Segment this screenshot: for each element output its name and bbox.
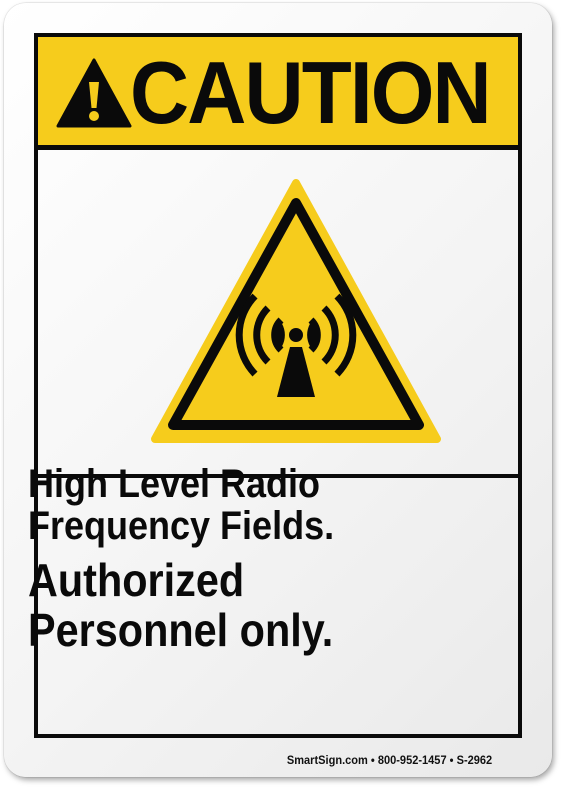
message-line-1: High Level Radio bbox=[28, 462, 321, 506]
symbol-panel bbox=[38, 150, 518, 478]
caution-header: CAUTION bbox=[38, 37, 518, 150]
message-line-3: Authorized bbox=[28, 554, 245, 606]
sign-frame: CAUTION bbox=[34, 33, 522, 738]
sign-message: High Level Radio Frequency Fields. Autho… bbox=[28, 463, 468, 655]
caution-sign: CAUTION bbox=[4, 3, 552, 777]
caution-title: CAUTION bbox=[130, 43, 492, 142]
message-line-2: Frequency Fields. bbox=[28, 504, 335, 548]
message-line-4: Personnel only. bbox=[28, 604, 334, 656]
non-ionizing-radiation-icon bbox=[151, 179, 441, 443]
exclamation-triangle-icon bbox=[56, 58, 132, 128]
footer-credit: SmartSign.com • 800-952-1457 • S-2962 bbox=[286, 753, 492, 767]
